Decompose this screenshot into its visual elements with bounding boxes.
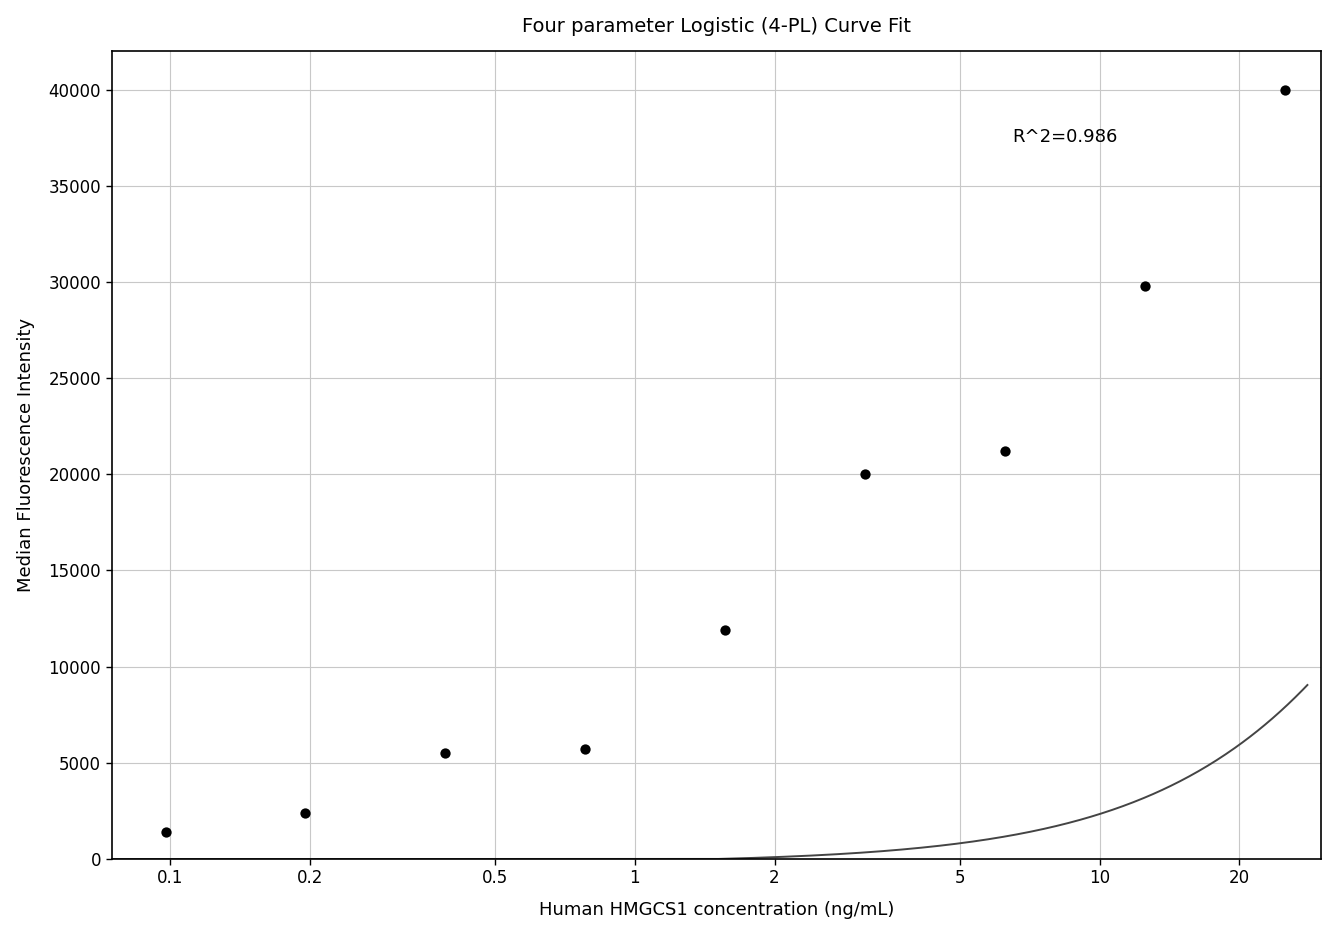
X-axis label: Human HMGCS1 concentration (ng/mL): Human HMGCS1 concentration (ng/mL)	[539, 901, 894, 919]
Point	[714, 622, 736, 637]
Point	[435, 746, 456, 761]
Point	[1274, 82, 1295, 97]
Title: Four parameter Logistic (4-PL) Curve Fit: Four parameter Logistic (4-PL) Curve Fit	[522, 17, 911, 36]
Point	[155, 825, 177, 840]
Point	[1133, 278, 1155, 293]
Point	[294, 805, 316, 820]
Text: R^2=0.986: R^2=0.986	[1013, 128, 1119, 146]
Point	[994, 444, 1016, 459]
Y-axis label: Median Fluorescence Intensity: Median Fluorescence Intensity	[16, 318, 35, 592]
Point	[854, 467, 875, 482]
Point	[574, 742, 595, 757]
